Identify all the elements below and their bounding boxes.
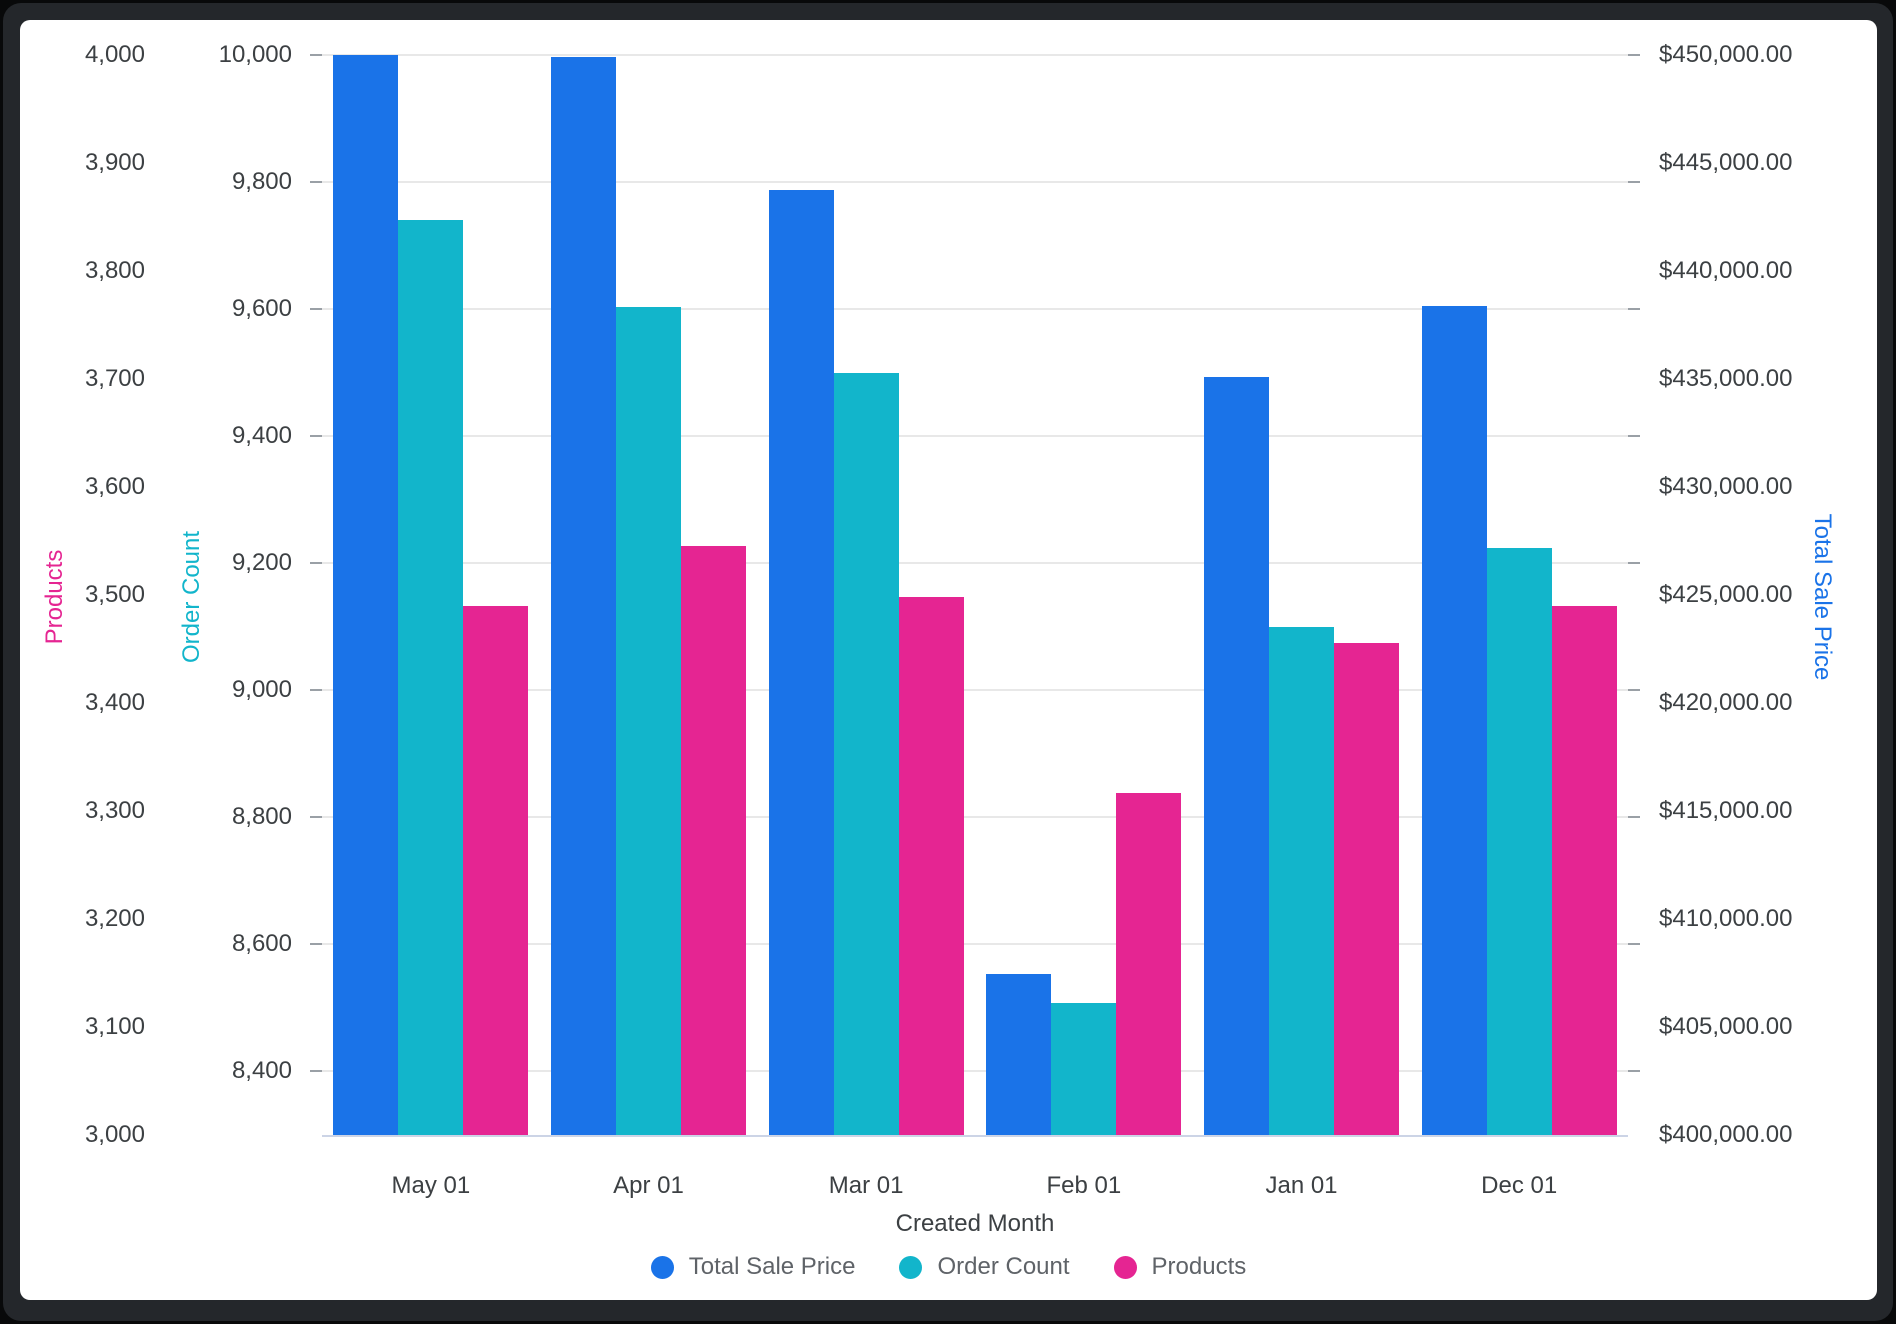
bar-products-apr-01[interactable] [681, 546, 746, 1135]
bar-order-count-feb-01[interactable] [1051, 1002, 1117, 1135]
bar-order-count-dec-01[interactable] [1486, 547, 1552, 1135]
axis-tick-mark [1628, 816, 1640, 819]
y-tick-label: $415,000.00 [1659, 797, 1793, 824]
y-tick-label: $425,000.00 [1659, 581, 1793, 608]
y-tick-label: 4,000 [84, 41, 145, 68]
x-tick-label-apr-01: Apr 01 [613, 1172, 684, 1199]
bar-order-count-apr-01[interactable] [616, 306, 681, 1135]
bar-total-sale-price-may-01[interactable] [333, 55, 399, 1135]
y-tick-label: 3,600 [84, 473, 145, 500]
gridline [322, 689, 1628, 692]
legend-swatch-total-sale-price-icon [650, 1255, 674, 1279]
y-tick-label: $400,000.00 [1659, 1121, 1793, 1148]
x-tick-label-feb-01: Feb 01 [1046, 1172, 1122, 1199]
axis-tick-mark [1628, 943, 1640, 946]
gridline [322, 54, 1628, 56]
y-tick-label: $405,000.00 [1659, 1013, 1793, 1040]
y-tick-label: 3,400 [84, 689, 145, 716]
axis-tick-mark [310, 1070, 322, 1073]
y-tick-label: $410,000.00 [1659, 905, 1793, 932]
bar-products-feb-01[interactable] [1116, 792, 1182, 1135]
bar-order-count-jan-01[interactable] [1269, 626, 1334, 1135]
bar-order-count-mar-01[interactable] [833, 372, 899, 1135]
bar-total-sale-price-feb-01[interactable] [986, 974, 1052, 1135]
x-tick-label-dec-01: Dec 01 [1481, 1172, 1558, 1199]
legend: Total Sale Price Order Count Products [20, 1253, 1877, 1281]
axis-tick-mark [310, 689, 322, 692]
y-tick-label: $450,000.00 [1659, 41, 1793, 68]
legend-item-total-sale-price[interactable]: Total Sale Price [650, 1253, 856, 1281]
gridline [322, 943, 1628, 946]
legend-item-label: Products [1151, 1253, 1247, 1280]
x-axis-baseline [322, 1135, 1628, 1137]
bar-total-sale-price-mar-01[interactable] [768, 190, 834, 1135]
bar-total-sale-price-apr-01[interactable] [551, 57, 616, 1135]
y-tick-label: 3,000 [84, 1121, 145, 1148]
bar-order-count-may-01[interactable] [398, 220, 464, 1135]
y-tick-label: 9,600 [231, 295, 292, 323]
gridline [322, 181, 1628, 184]
x-tick-label-mar-01: Mar 01 [828, 1172, 904, 1199]
y-tick-label: 3,200 [84, 905, 145, 932]
y-tick-label: $420,000.00 [1659, 689, 1793, 716]
y-tick-label: 3,900 [84, 149, 145, 176]
legend-swatch-products-icon [1113, 1255, 1137, 1279]
y-tick-label: 8,800 [231, 803, 292, 831]
axis-tick-mark [1628, 308, 1640, 311]
y-axis-title-order-count: Order Count [178, 530, 205, 664]
bar-products-mar-01[interactable] [898, 597, 964, 1135]
page-frame: 4,000 3,900 3,800 3,700 3,600 3,500 3,400 3,300… [3, 3, 1893, 1321]
y-tick-label: 8,400 [231, 1057, 292, 1085]
axis-tick-mark [1628, 562, 1640, 565]
y-tick-label: $445,000.00 [1659, 149, 1793, 176]
gridline [322, 435, 1628, 438]
x-tick-label-jan-01: Jan 01 [1265, 1172, 1338, 1199]
y-tick-label: 9,400 [231, 422, 292, 450]
bar-total-sale-price-jan-01[interactable] [1204, 376, 1269, 1135]
y-tick-label: 3,300 [84, 797, 145, 824]
axis-tick-mark [310, 435, 322, 438]
y-tick-label: 3,500 [84, 581, 145, 608]
axis-tick-mark [1628, 435, 1640, 438]
bar-products-dec-01[interactable] [1551, 605, 1617, 1135]
gridline [322, 308, 1628, 311]
bar-total-sale-price-dec-01[interactable] [1421, 305, 1487, 1135]
axis-tick-mark [310, 816, 322, 819]
y-axis-title-products: Products [41, 549, 68, 645]
y-tick-label: 3,800 [84, 257, 145, 284]
y-axis-title-total-sale-price: Total Sale Price [1809, 513, 1836, 681]
legend-item-products[interactable]: Products [1113, 1253, 1247, 1281]
legend-item-order-count[interactable]: Order Count [899, 1253, 1070, 1281]
y-tick-label: 10,000 [218, 41, 292, 68]
y-tick-label: 8,600 [231, 930, 292, 958]
chart-card: 4,000 3,900 3,800 3,700 3,600 3,500 3,400 3,300… [20, 20, 1877, 1300]
legend-item-label: Order Count [937, 1253, 1070, 1280]
axis-tick-mark [310, 54, 322, 56]
y-tick-label: $435,000.00 [1659, 365, 1793, 392]
y-tick-label: 9,200 [231, 549, 292, 577]
axis-tick-mark [310, 943, 322, 946]
axis-tick-mark [1628, 181, 1640, 184]
y-tick-label: 9,000 [231, 676, 292, 704]
legend-item-label: Total Sale Price [688, 1253, 856, 1280]
x-axis-title: Created Month [895, 1210, 1055, 1237]
x-tick-label-may-01: May 01 [391, 1172, 471, 1199]
axis-tick-mark [310, 308, 322, 311]
gridline [322, 562, 1628, 565]
y-tick-label: $430,000.00 [1659, 473, 1793, 500]
axis-tick-mark [1628, 1070, 1640, 1073]
gridline [322, 816, 1628, 819]
y-tick-label: 3,700 [84, 365, 145, 392]
axis-tick-mark [310, 562, 322, 565]
gridline [322, 1070, 1628, 1073]
y-tick-label: $440,000.00 [1659, 257, 1793, 284]
axis-tick-mark [1628, 54, 1640, 56]
y-tick-label: 3,100 [84, 1013, 145, 1040]
legend-swatch-order-count-icon [899, 1255, 923, 1279]
y-tick-label: 9,800 [231, 168, 292, 196]
bar-products-jan-01[interactable] [1334, 642, 1399, 1135]
axis-tick-mark [310, 181, 322, 184]
bar-products-may-01[interactable] [463, 605, 529, 1135]
axis-tick-mark [1628, 689, 1640, 692]
